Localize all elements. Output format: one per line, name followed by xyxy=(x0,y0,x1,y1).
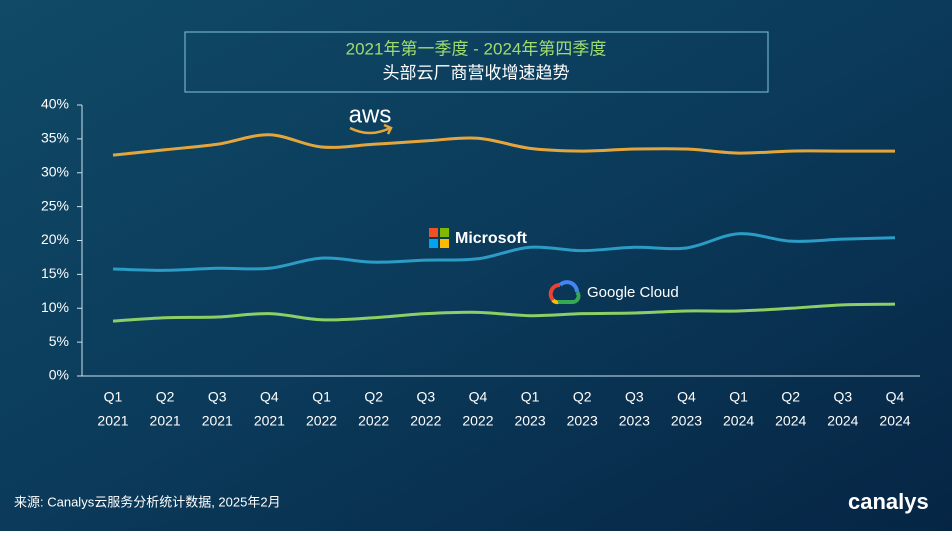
x-tick-label: Q3 xyxy=(834,389,853,405)
series-label: aws xyxy=(349,101,392,128)
series-label: Google Cloud xyxy=(587,284,679,301)
x-tick-label: Q4 xyxy=(886,389,905,405)
brand: canalys xyxy=(848,489,929,514)
x-tick-label: 2023 xyxy=(514,413,545,429)
series-label: Microsoft xyxy=(455,230,528,247)
x-tick-label: 2022 xyxy=(410,413,441,429)
series-line xyxy=(112,302,896,323)
x-tick-label: 2022 xyxy=(462,413,493,429)
x-tick-label: Q1 xyxy=(104,389,123,405)
y-tick-label: 0% xyxy=(49,367,69,383)
x-tick-label: Q1 xyxy=(729,389,748,405)
series-line xyxy=(112,232,896,272)
x-tick-label: 2024 xyxy=(827,413,858,429)
y-tick-label: 35% xyxy=(41,130,69,146)
x-tick-label: Q1 xyxy=(312,389,331,405)
x-tick-label: Q2 xyxy=(573,389,592,405)
x-tick-label: 2021 xyxy=(150,413,181,429)
series-line xyxy=(112,133,895,157)
x-tick-label: 2022 xyxy=(358,413,389,429)
y-tick-label: 10% xyxy=(41,299,69,315)
x-tick-label: Q3 xyxy=(625,389,644,405)
aws-smile xyxy=(349,123,393,135)
chart-subtitle: 头部云厂商营收增速趋势 xyxy=(383,63,570,82)
x-tick-label: 2021 xyxy=(202,413,233,429)
x-tick-label: 2021 xyxy=(97,413,128,429)
y-tick-label: 30% xyxy=(41,163,69,179)
x-tick-label: Q4 xyxy=(469,389,488,405)
y-tick-label: 40% xyxy=(41,96,69,112)
x-tick-label: 2024 xyxy=(879,413,910,429)
x-tick-label: 2021 xyxy=(254,413,285,429)
y-tick-label: 5% xyxy=(49,333,69,349)
y-tick-label: 25% xyxy=(41,197,69,213)
y-tick-label: 20% xyxy=(41,231,69,247)
microsoft-icon xyxy=(429,228,449,248)
x-tick-label: Q2 xyxy=(364,389,383,405)
x-tick-label: Q4 xyxy=(260,389,279,405)
x-tick-label: 2024 xyxy=(775,413,806,429)
x-tick-label: 2022 xyxy=(306,413,337,429)
x-tick-label: 2023 xyxy=(619,413,650,429)
x-tick-label: Q2 xyxy=(156,389,175,405)
x-tick-label: Q3 xyxy=(208,389,227,405)
y-tick-label: 15% xyxy=(41,265,69,281)
source-note: 来源: Canalys云服务分析统计数据, 2025年2月 xyxy=(14,494,281,509)
title-box xyxy=(184,31,769,93)
chart-title: 2021年第一季度 - 2024年第四季度 xyxy=(346,39,607,58)
x-tick-label: 2024 xyxy=(723,413,754,429)
x-tick-label: 2023 xyxy=(567,413,598,429)
google-cloud-icon xyxy=(548,280,581,305)
x-tick-label: Q4 xyxy=(677,389,696,405)
x-tick-label: Q3 xyxy=(416,389,435,405)
x-tick-label: Q1 xyxy=(521,389,540,405)
x-tick-label: Q2 xyxy=(781,389,800,405)
x-tick-label: 2023 xyxy=(671,413,702,429)
